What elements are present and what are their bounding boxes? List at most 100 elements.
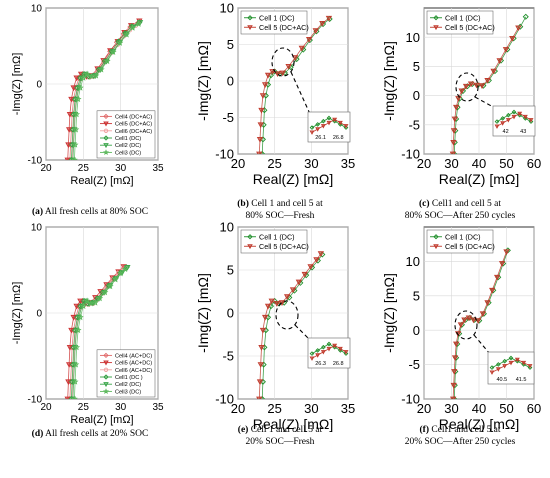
- data-point: [76, 84, 84, 91]
- data-point: [295, 279, 303, 286]
- inset-data-point: [320, 344, 326, 350]
- inset-data-point: [521, 360, 527, 366]
- x-tick-label: 35: [341, 156, 355, 171]
- data-point: [261, 82, 269, 88]
- data-point: [264, 72, 272, 79]
- data-point: [450, 139, 457, 146]
- caption-e: (e) Cell 1 and cell 5 at 20% SOC—Fresh: [237, 425, 323, 447]
- zoom-inset: 26.3 26.8: [275, 300, 351, 369]
- data-point: [121, 265, 129, 273]
- inset-data-point: [320, 350, 326, 355]
- x-tick-label: 20: [231, 401, 245, 416]
- zoom-ellipse: [275, 300, 299, 330]
- caption-f: (f) Cell1 and cell 5 at 20% SOC—After 25…: [404, 425, 516, 447]
- data-point: [479, 311, 487, 318]
- inset-tick-label: 26.3: [315, 361, 326, 367]
- y-tick-label: 5: [227, 37, 234, 52]
- legend: Cell 1 (DC)Cell 5 (DC+AC): [426, 229, 495, 254]
- y-tick-label: -10: [215, 392, 234, 407]
- inset-data-point: [511, 114, 517, 120]
- legend: Cell4 (AC+DC)Cell5 (AC+DC)Cell6 (AC+DC)C…: [96, 349, 156, 398]
- x-tick-label: 40: [472, 156, 486, 171]
- inset-data-point: [343, 124, 349, 129]
- data-point: [319, 20, 326, 27]
- data-point: [498, 261, 506, 267]
- x-tick-label: 35: [341, 401, 355, 416]
- inset-data-point: [517, 111, 523, 117]
- legend-swatch-marker: [433, 15, 439, 21]
- inset-data-point: [326, 120, 332, 126]
- data-point: [256, 137, 264, 143]
- inset-data-point: [309, 351, 315, 356]
- inset-tick-label: 41.5: [516, 377, 527, 383]
- series-area: [449, 247, 511, 399]
- x-tick-label: 30: [115, 402, 127, 413]
- data-point: [285, 64, 292, 70]
- x-tick-label: 50: [499, 401, 513, 416]
- inset-data-point: [320, 118, 326, 124]
- data-point: [73, 110, 81, 118]
- inset-data-point: [511, 109, 517, 115]
- data-point: [317, 251, 325, 257]
- inset-data-point: [489, 370, 495, 375]
- y-tick-label: 5: [227, 263, 234, 278]
- data-point: [257, 362, 264, 368]
- data-point: [307, 264, 314, 270]
- caption-a: (a) All fresh cells at 80% SOC: [31, 207, 149, 217]
- data-point: [70, 395, 78, 399]
- data-point: [298, 45, 305, 52]
- data-point: [109, 48, 117, 55]
- legend-entry: Cell 5 (DC+AC): [445, 23, 495, 32]
- y-tick-label: -5: [408, 117, 420, 132]
- legend-entry: Cell3 (DC): [115, 389, 141, 395]
- zoom-inset: 42 43: [455, 72, 536, 137]
- data-point: [72, 126, 80, 133]
- legend: Cell 1 (DC)Cell 5 (DC+AC): [240, 10, 309, 35]
- chart-panel-e: 20 25 30 35 -10 -5 0 5 10 Real(Z) [mΩ] -Img(Z) [mΩ…: [195, 220, 355, 432]
- x-axis-label: Real(Z) [mΩ]: [70, 175, 133, 187]
- y-tick-label: -5: [222, 110, 234, 125]
- x-tick-label: 30: [444, 401, 458, 416]
- chart-panel-d: 20 25 30 35 -10 0 10 Real(Z) [mΩ] -Img(Z) [mΩ] Ce…: [11, 223, 164, 427]
- legend-swatch-marker: [103, 360, 109, 366]
- inset-data-point: [332, 118, 338, 124]
- inset-frame: [307, 111, 351, 143]
- inset-data-point: [502, 358, 508, 364]
- data-point: [257, 122, 264, 129]
- inset-data-point: [527, 365, 533, 370]
- caption-b: (b) Cell 1 and cell 5 at 80% SOC—Fresh: [237, 199, 323, 221]
- inset-data-point: [315, 348, 321, 353]
- legend-swatch-marker: [103, 367, 109, 372]
- data-point: [457, 322, 465, 329]
- legend-entry: Cell 1 (DC): [445, 13, 481, 22]
- legend-entry: Cell1 (DC): [115, 136, 141, 142]
- data-point: [116, 39, 124, 46]
- y-tick-label: 5: [413, 288, 420, 303]
- data-point: [74, 326, 82, 334]
- x-tick-label: 20: [40, 163, 52, 174]
- inset-data-point: [502, 364, 508, 369]
- data-point: [493, 274, 501, 281]
- inset-data-point: [521, 362, 527, 367]
- inset-data-point: [522, 116, 528, 121]
- x-tick-label: 60: [527, 401, 541, 416]
- data-point: [74, 95, 82, 103]
- y-tick-label: -5: [222, 349, 234, 364]
- x-axis-label: Real(Z) [mΩ]: [439, 171, 519, 187]
- data-point: [258, 345, 265, 351]
- legend-swatch-marker: [247, 234, 253, 240]
- legend-swatch-marker: [102, 388, 110, 394]
- data-point: [503, 249, 510, 256]
- data-point: [312, 28, 319, 34]
- data-point: [97, 65, 105, 73]
- chart-panel-a: 20 25 30 35 -10 0 10 Real(Z) [mΩ] -Img(Z) [mΩ] Ce…: [11, 4, 164, 188]
- legend-entry: Cell2 (DC): [115, 382, 141, 388]
- data-point: [451, 116, 458, 123]
- legend-entry: Cell2 (DC): [115, 143, 141, 149]
- data-point: [79, 302, 87, 310]
- data-point: [112, 275, 119, 283]
- legend-swatch-marker: [433, 234, 439, 240]
- legend-swatch-marker: [247, 15, 253, 21]
